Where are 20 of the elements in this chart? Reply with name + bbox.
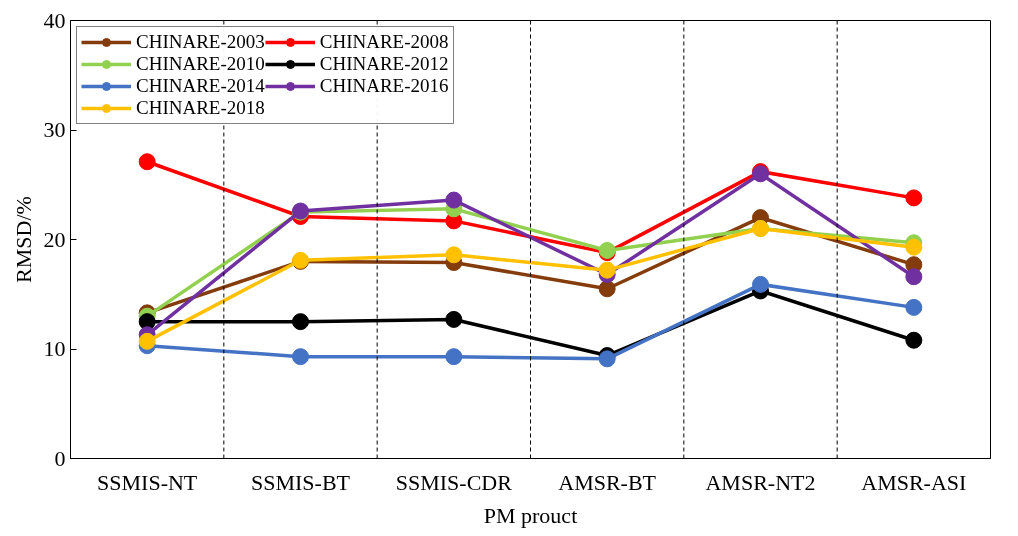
legend-label: CHINARE-2016 [319,75,449,97]
legend-label: CHINARE-2003 [136,31,265,53]
y-tick-label: 30 [43,117,66,142]
y-tick-label: 20 [43,226,66,252]
legend-label: CHINARE-2010 [136,53,265,75]
x-tick-label: AMSR-BT [558,469,657,495]
x-tick-label: AMSR-ASI [861,469,967,495]
y-tick-label: 0 [54,445,66,471]
y-tick-label: 40 [43,7,66,33]
y-tick-label: 10 [43,336,66,361]
legend-label: CHINARE-2018 [136,97,265,119]
x-tick-label: SSMIS-CDR [395,469,513,495]
legend-label: CHINARE-2012 [319,53,449,75]
y-axis-title: RMSD/% [10,196,36,283]
legend-label: CHINARE-2014 [136,75,265,97]
x-tick-label: SSMIS-NT [97,469,198,495]
x-tick-label: AMSR-NT2 [705,469,816,495]
x-tick-label: SSMIS-BT [250,469,351,495]
legend-label: CHINARE-2008 [319,31,449,53]
x-axis-title: PM prouct [483,502,578,528]
